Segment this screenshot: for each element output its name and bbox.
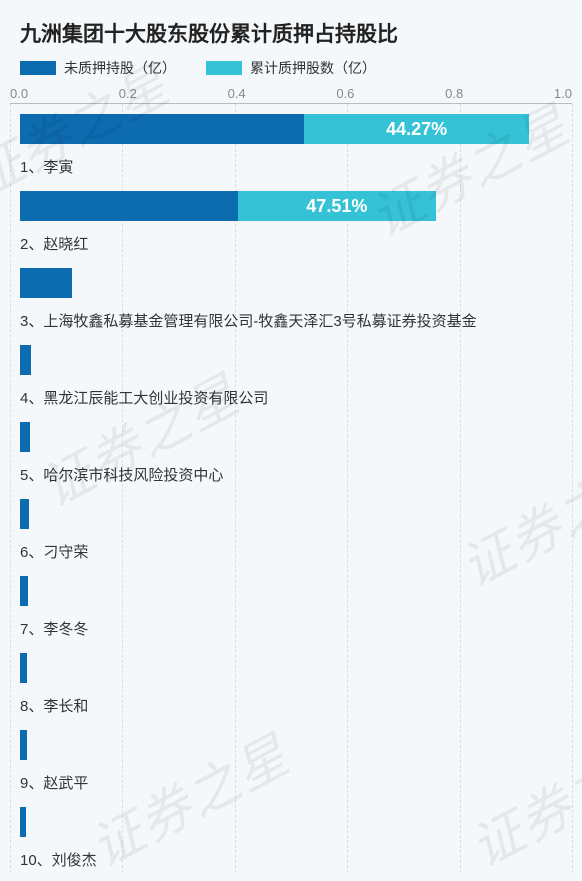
bar-segment-unpledged	[20, 499, 29, 529]
axis-tick: 0.4	[228, 86, 246, 101]
bar-row: 6、刁守荣	[10, 489, 572, 566]
bar-track: 47.51%	[20, 191, 572, 221]
gridline	[572, 104, 573, 873]
bar-track: 44.27%	[20, 114, 572, 144]
row-label: 2、赵晓红	[20, 233, 88, 254]
bar-row: 3、上海牧鑫私募基金管理有限公司-牧鑫天泽汇3号私募证券投资基金	[10, 258, 572, 335]
legend-swatch-pledged	[206, 61, 242, 75]
legend-swatch-unpledged	[20, 61, 56, 75]
axis-tick: 0.0	[10, 86, 28, 101]
bar-segment-unpledged	[20, 807, 26, 837]
bar-row: 4、黑龙江辰能工大创业投资有限公司	[10, 335, 572, 412]
bar-track	[20, 499, 572, 529]
row-label: 4、黑龙江辰能工大创业投资有限公司	[20, 387, 268, 408]
row-label: 5、哈尔滨市科技风险投资中心	[20, 464, 223, 485]
legend-label-unpledged: 未质押持股（亿）	[64, 58, 176, 78]
row-label: 8、李长和	[20, 695, 88, 716]
row-label: 10、刘俊杰	[20, 849, 97, 870]
bar-row: 47.51% 2、赵晓红	[10, 181, 572, 258]
legend-item-pledged: 累计质押股数（亿）	[206, 58, 376, 78]
row-label: 9、赵武平	[20, 772, 88, 793]
row-label: 7、李冬冬	[20, 618, 88, 639]
bar-segment-unpledged	[20, 268, 72, 298]
axis-tick: 0.8	[445, 86, 463, 101]
bar-segment-unpledged	[20, 653, 27, 683]
axis-tick: 0.2	[119, 86, 137, 101]
bar-track	[20, 730, 572, 760]
bar-segment-unpledged	[20, 191, 238, 221]
bar-track	[20, 268, 572, 298]
row-label: 3、上海牧鑫私募基金管理有限公司-牧鑫天泽汇3号私募证券投资基金	[20, 310, 477, 331]
bar-row: 8、李长和	[10, 643, 572, 720]
row-label: 1、李寅	[20, 156, 73, 177]
bar-track	[20, 576, 572, 606]
bar-row: 10、刘俊杰	[10, 797, 572, 874]
bar-row: 44.27% 1、李寅	[10, 104, 572, 181]
bar-row: 7、李冬冬	[10, 566, 572, 643]
legend-label-pledged: 累计质押股数（亿）	[250, 58, 376, 78]
bar-track	[20, 653, 572, 683]
bar-segment-unpledged	[20, 345, 31, 375]
bar-segment-unpledged	[20, 114, 304, 144]
x-axis: 0.0 0.2 0.4 0.6 0.8 1.0	[0, 86, 582, 103]
bar-percent-label: 44.27%	[304, 114, 530, 144]
legend-item-unpledged: 未质押持股（亿）	[20, 58, 176, 78]
legend: 未质押持股（亿） 累计质押股数（亿）	[0, 58, 582, 86]
bar-track	[20, 807, 572, 837]
bar-row: 9、赵武平	[10, 720, 572, 797]
bar-segment-unpledged	[20, 422, 30, 452]
bar-percent-label: 47.51%	[238, 191, 436, 221]
bar-track	[20, 422, 572, 452]
row-label: 6、刁守荣	[20, 541, 88, 562]
axis-tick: 1.0	[554, 86, 572, 101]
bar-segment-unpledged	[20, 730, 27, 760]
bar-track	[20, 345, 572, 375]
chart-area: 44.27% 1、李寅 47.51% 2、赵晓红 3、上海牧鑫私募基金管理有限公司-牧鑫…	[10, 103, 572, 873]
chart-title: 九洲集团十大股东股份累计质押占持股比	[0, 0, 582, 58]
bar-segment-unpledged	[20, 576, 28, 606]
axis-tick: 0.6	[336, 86, 354, 101]
bar-row: 5、哈尔滨市科技风险投资中心	[10, 412, 572, 489]
